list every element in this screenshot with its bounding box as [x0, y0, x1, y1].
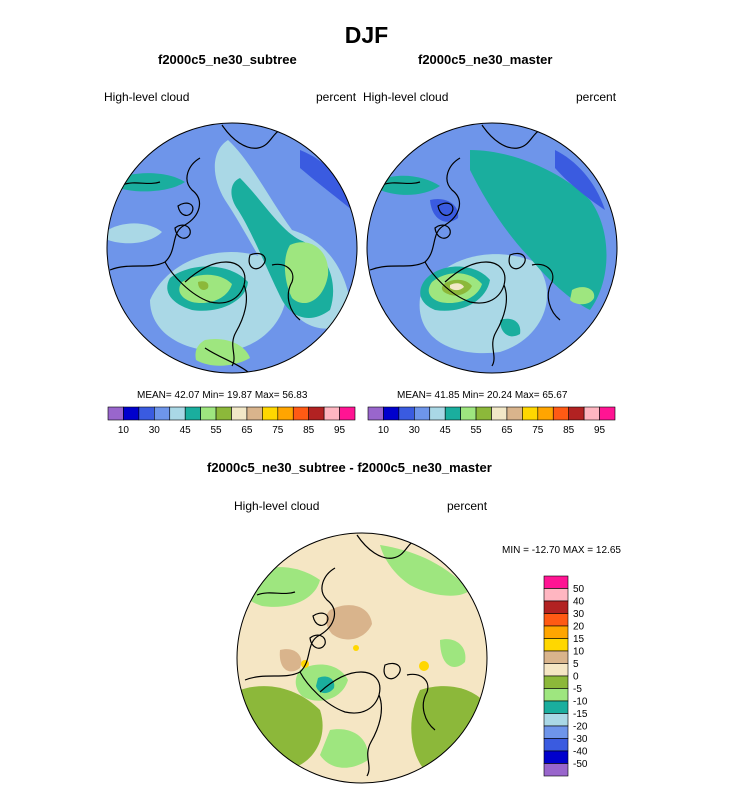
colorbar-tick-label: 75 — [532, 425, 544, 436]
colorbar-swatch — [543, 688, 569, 702]
colorbar-swatch — [215, 406, 232, 421]
colorbar-swatch — [138, 406, 155, 421]
colorbar-swatch — [543, 638, 569, 652]
colorbar-swatch — [522, 406, 539, 421]
colorbar-swatch — [339, 406, 356, 421]
colorbar-swatch — [543, 625, 569, 639]
colorbar-tick-label: -30 — [573, 734, 588, 745]
colorbar-swatch — [262, 406, 279, 421]
colorbar-tick-label: 10 — [118, 425, 130, 436]
colorbar-swatch — [543, 600, 569, 614]
colorbar-swatch — [123, 406, 140, 421]
colorbar-swatch — [583, 406, 600, 421]
colorbar-tick-label: 85 — [303, 425, 315, 436]
panel2-title: f2000c5_ne30_master — [418, 52, 553, 67]
colorbar-tick-label: 20 — [573, 622, 585, 633]
colorbar-swatch — [107, 406, 124, 421]
colorbar-swatch — [552, 406, 569, 421]
colorbar-swatch — [398, 406, 415, 421]
colorbar-tick-label: 45 — [440, 425, 452, 436]
colorbar-swatch — [568, 406, 585, 421]
colorbar-swatch — [543, 675, 569, 689]
panel3-stats: MIN = -12.70 MAX = 12.65 — [502, 545, 621, 556]
colorbar-tick-label: 40 — [573, 597, 585, 608]
panel1-stats: MEAN= 42.07 Min= 19.87 Max= 56.83 — [137, 390, 308, 401]
colorbar-tick-label: 65 — [241, 425, 253, 436]
colorbar-swatch — [543, 613, 569, 627]
colorbar-tick-label: 45 — [180, 425, 192, 436]
colorbar-tick-label: -40 — [573, 747, 588, 758]
colorbar-tick-label: 95 — [594, 425, 606, 436]
map-panel1 — [106, 122, 358, 374]
colorbar-swatch — [169, 406, 186, 421]
colorbar-swatch — [308, 406, 325, 421]
colorbar-swatch — [323, 406, 340, 421]
colorbar-tick-label: 30 — [573, 609, 585, 620]
colorbar-swatch — [491, 406, 508, 421]
colorbar-swatch — [429, 406, 446, 421]
colorbar-swatch — [277, 406, 294, 421]
colorbar-tick-label: 65 — [501, 425, 513, 436]
colorbar-swatch — [599, 406, 616, 421]
colorbar-tick-label: -20 — [573, 722, 588, 733]
colorbar-tick-label: 55 — [211, 425, 223, 436]
panel1-variable-label: High-level cloud — [104, 90, 190, 104]
colorbar-tick-label: 30 — [149, 425, 161, 436]
colorbar-tick-label: 15 — [573, 634, 585, 645]
colorbar-swatch — [543, 750, 569, 764]
colorbar-swatch — [383, 406, 400, 421]
colorbar-tick-label: 85 — [563, 425, 575, 436]
colorbar-swatch — [154, 406, 171, 421]
colorbar-swatch — [292, 406, 309, 421]
panel3-units-label: percent — [447, 499, 488, 513]
colorbar-swatch — [543, 663, 569, 677]
colorbar-tick-label: 75 — [272, 425, 284, 436]
colorbar-panel1: 10 30 45 55 65 75 85 95 — [107, 406, 356, 436]
colorbar-swatch — [184, 406, 201, 421]
panel1-title: f2000c5_ne30_subtree — [158, 52, 297, 67]
colorbar-swatch — [246, 406, 263, 421]
colorbar-tick-label: -15 — [573, 709, 588, 720]
colorbar-swatch — [506, 406, 523, 421]
colorbar-tick-label: -5 — [573, 684, 582, 695]
colorbar-tick-label: 10 — [378, 425, 390, 436]
colorbar-swatch — [543, 700, 569, 714]
panel2-units-label: percent — [576, 90, 617, 104]
colorbar-swatch — [231, 406, 248, 421]
colorbar-swatch — [543, 713, 569, 727]
map-panel2 — [366, 122, 618, 374]
colorbar-swatch — [444, 406, 461, 421]
colorbar-tick-label: -10 — [573, 697, 588, 708]
colorbar-tick-label: 50 — [573, 584, 585, 595]
colorbar-tick-label: 5 — [573, 659, 579, 670]
colorbar-tick-label: 55 — [471, 425, 483, 436]
colorbar-tick-label: 0 — [573, 672, 579, 683]
colorbar-tick-label: 95 — [334, 425, 346, 436]
colorbar-swatch — [543, 763, 569, 777]
colorbar-tick-label: -50 — [573, 759, 588, 770]
colorbar-swatch — [543, 588, 569, 602]
figure-title: DJF — [344, 22, 389, 48]
panel2-variable-label: High-level cloud — [363, 90, 449, 104]
colorbar-tick-label: 30 — [409, 425, 421, 436]
panel3-title: f2000c5_ne30_subtree - f2000c5_ne30_mast… — [207, 460, 492, 475]
colorbar-swatch — [537, 406, 554, 421]
panel2-stats: MEAN= 41.85 Min= 20.24 Max= 65.67 — [397, 390, 568, 401]
colorbar-swatch — [543, 575, 569, 589]
map-panel3 — [236, 532, 488, 784]
colorbar-swatch — [414, 406, 431, 421]
colorbar-swatch — [200, 406, 217, 421]
colorbar-swatch — [460, 406, 477, 421]
colorbar-swatch — [543, 738, 569, 752]
colorbar-swatch — [543, 650, 569, 664]
colorbar-swatch — [543, 725, 569, 739]
colorbar-swatch — [475, 406, 492, 421]
colorbar-swatch — [367, 406, 384, 421]
colorbar-tick-label: 10 — [573, 647, 585, 658]
panel3-variable-label: High-level cloud — [234, 499, 320, 513]
colorbar-panel2: 10 30 45 55 65 75 85 95 — [367, 406, 616, 436]
panel1-units-label: percent — [316, 90, 357, 104]
